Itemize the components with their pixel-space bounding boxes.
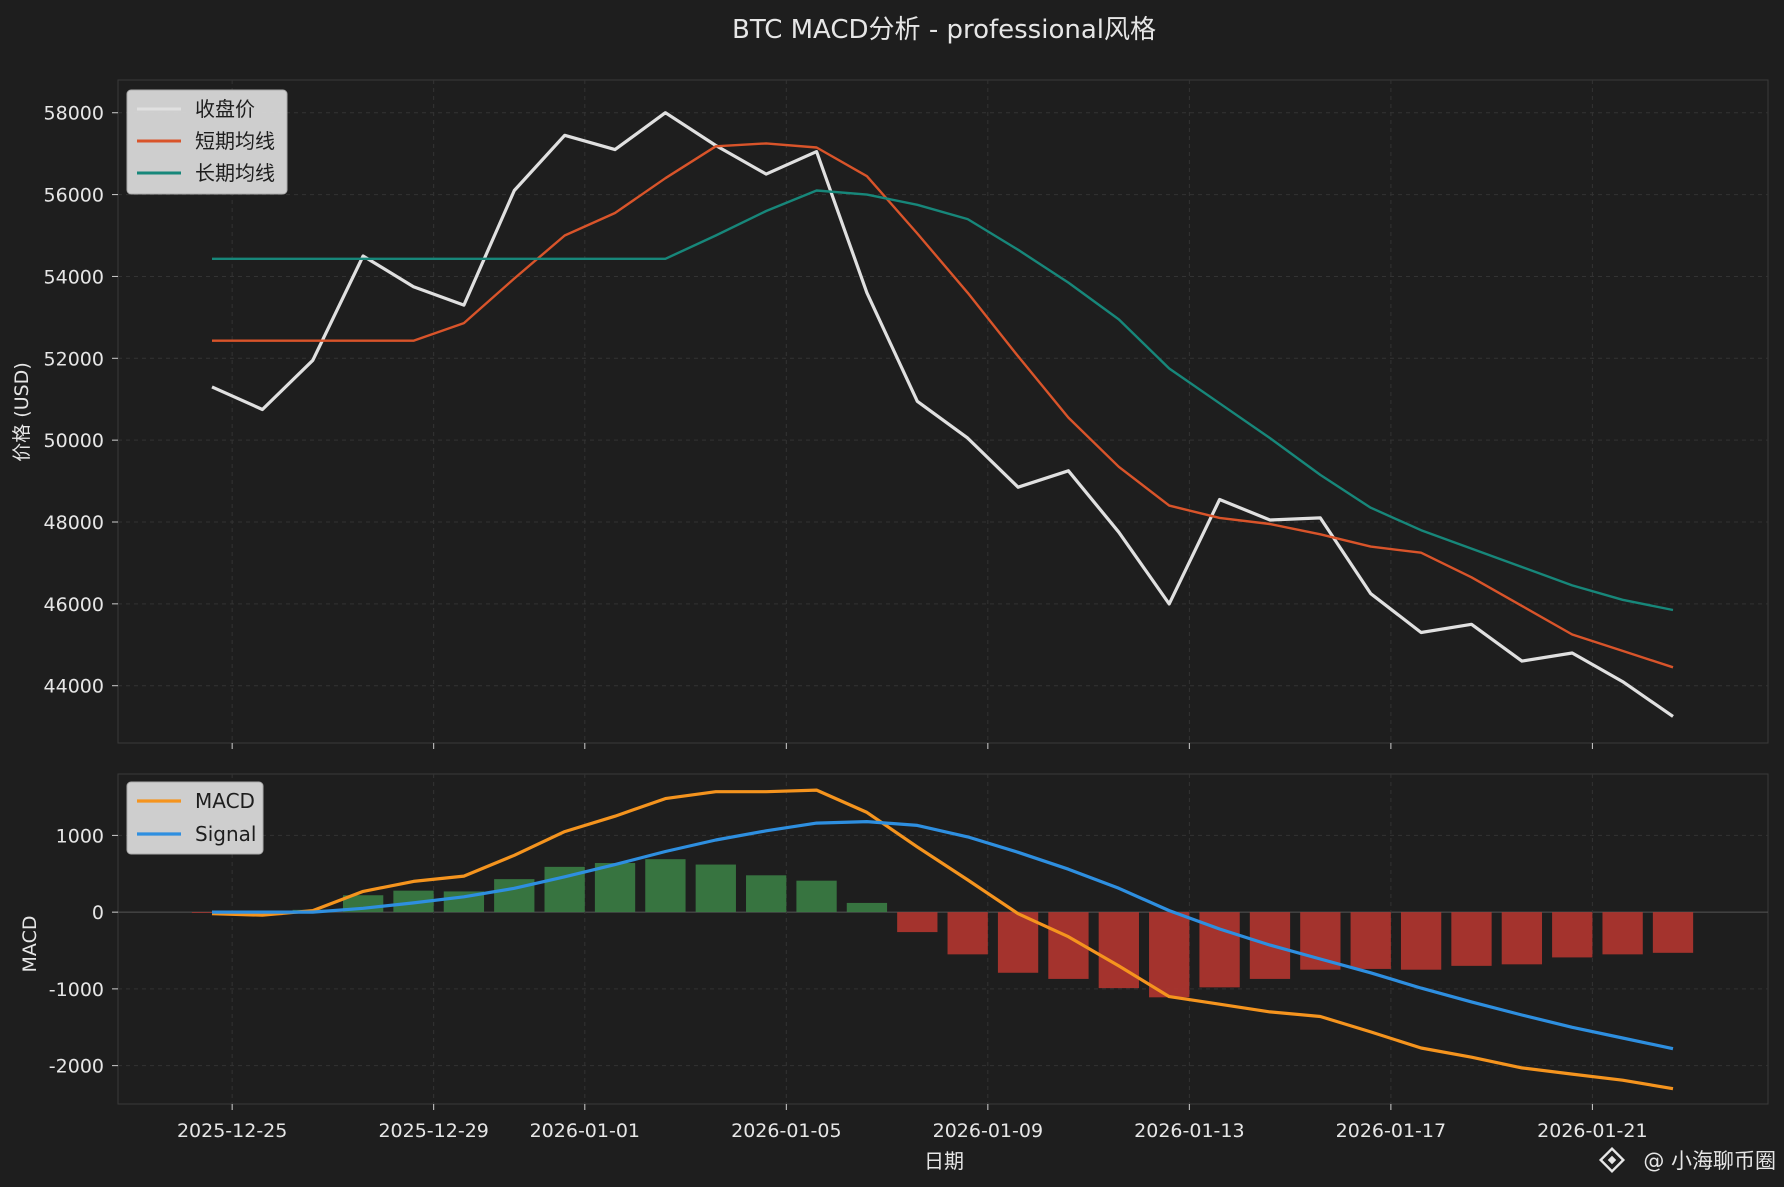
price-y-tick-label: 52000 [44,348,104,370]
watermark-text: @ 小海聊币圈 [1643,1149,1776,1173]
macd-series-line [212,819,1674,1051]
x-tick-label: 2026-01-05 [731,1120,841,1142]
price-y-tick-label: 54000 [44,266,104,288]
price-panel-frame [117,79,1769,744]
price-y-tick-label: 56000 [44,185,104,207]
x-axis-label: 日期 [924,1149,964,1173]
x-tick-label: 2026-01-17 [1336,1120,1446,1142]
macd-histogram-bar [947,912,988,955]
price-series-line [212,189,1674,612]
binance-logo-icon [1598,1146,1626,1174]
price-y-tick-label: 58000 [44,103,104,125]
macd-histogram-bar [645,859,686,913]
price-legend-box [126,89,288,195]
macd-histogram-bar [1350,912,1391,969]
macd-series-lines [211,788,1674,1091]
x-tick-label: 2026-01-13 [1134,1120,1244,1142]
price-y-axis-ticks: 44000 46000 48000 50000 52000 54000 56000 58000 [44,103,118,698]
macd-histogram-bar [796,880,837,913]
price-legend-label: 短期均线 [195,129,275,153]
macd-histogram-bar [997,912,1039,973]
chart-title: BTC MACD分析 - professional风格 [732,15,1156,45]
macd-gridlines [118,774,1768,1104]
x-tick-label: 2026-01-01 [530,1120,640,1142]
macd-histogram-bar [594,863,636,913]
macd-y-axis-ticks: -2000 -1000 0 1000 [49,825,118,1078]
price-legend-label: 收盘价 [195,97,255,121]
price-y-tick-label: 48000 [44,512,104,534]
macd-y-tick-label: 1000 [56,825,104,847]
macd-histogram-bar [1451,912,1492,966]
macd-histogram-bar [1400,912,1442,970]
x-tick-label: 2025-12-25 [177,1120,287,1142]
price-series-line [211,111,1674,718]
macd-histogram-bar [1602,912,1643,955]
watermark: @ 小海聊币圈 [1598,1146,1776,1174]
macd-histogram-bar [746,875,787,913]
price-panel: 44000 46000 48000 50000 52000 54000 56000 58000… [11,79,1769,749]
macd-histogram-bar [897,912,938,933]
price-series-line [212,142,1674,669]
macd-panel-frame [117,773,1769,1105]
macd-histogram-bar [846,902,888,913]
macd-y-tick-label: 0 [92,902,104,924]
price-y-axis-label: 价格 (USD) [11,362,33,461]
macd-histogram-bar [1300,912,1341,970]
price-y-tick-label: 46000 [44,594,104,616]
macd-histogram-bar [1552,912,1593,958]
macd-series-line [211,788,1674,1091]
x-tick-label: 2025-12-29 [378,1120,488,1142]
macd-panel: -2000 -1000 0 1000 2025-12-25 2025-12-29 2026… [19,773,1769,1173]
price-y-tick-label: 44000 [44,676,104,698]
price-gridlines [118,80,1768,743]
macd-legend-label: Signal [195,822,256,846]
macd-histogram-bar [1149,912,1190,998]
macd-histogram-bar [1098,912,1139,989]
macd-histogram-bar [1501,912,1543,965]
x-tick-label: 2026-01-09 [933,1120,1043,1142]
price-x-axis-ticks [231,743,1593,749]
price-y-tick-label: 50000 [44,430,104,452]
macd-histogram-bar [1652,912,1694,953]
macd-y-axis-label: MACD [19,916,41,973]
macd-legend: MACD Signal [126,781,264,855]
macd-y-tick-label: -2000 [49,1056,104,1078]
macd-y-tick-label: -1000 [49,979,104,1001]
macd-x-axis-ticks: 2025-12-25 2025-12-29 2026-01-01 2026-01-05… [177,1104,1648,1142]
x-tick-label: 2026-01-21 [1537,1120,1647,1142]
macd-legend-label: MACD [195,789,255,813]
price-legend-label: 长期均线 [195,161,275,185]
price-series-lines [211,111,1674,718]
macd-histogram-bar [695,864,736,913]
